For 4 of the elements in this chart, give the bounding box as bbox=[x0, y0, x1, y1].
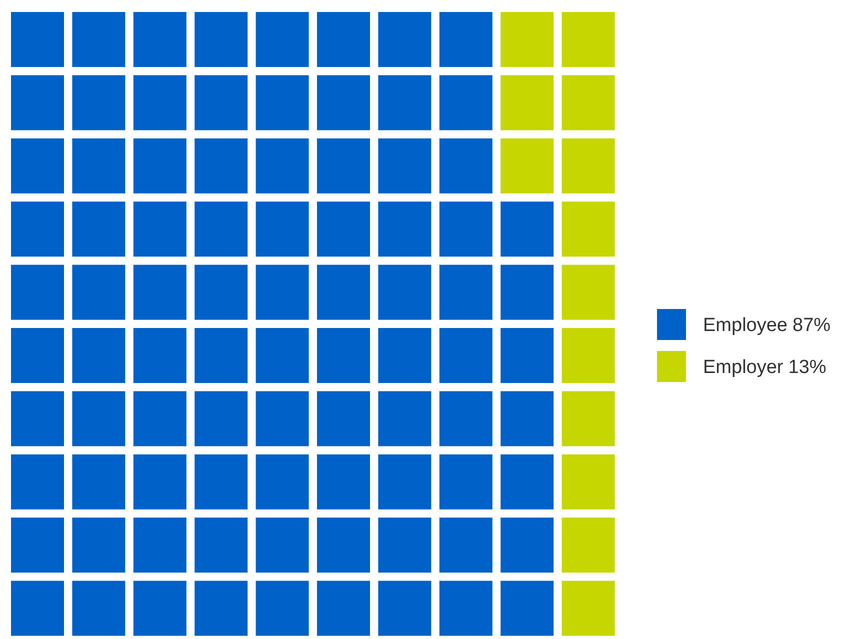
category-label: Employer bbox=[703, 357, 784, 378]
data-label: 87% bbox=[792, 315, 831, 336]
category-label: Employee bbox=[703, 315, 788, 336]
data-label: 13% bbox=[788, 357, 826, 378]
